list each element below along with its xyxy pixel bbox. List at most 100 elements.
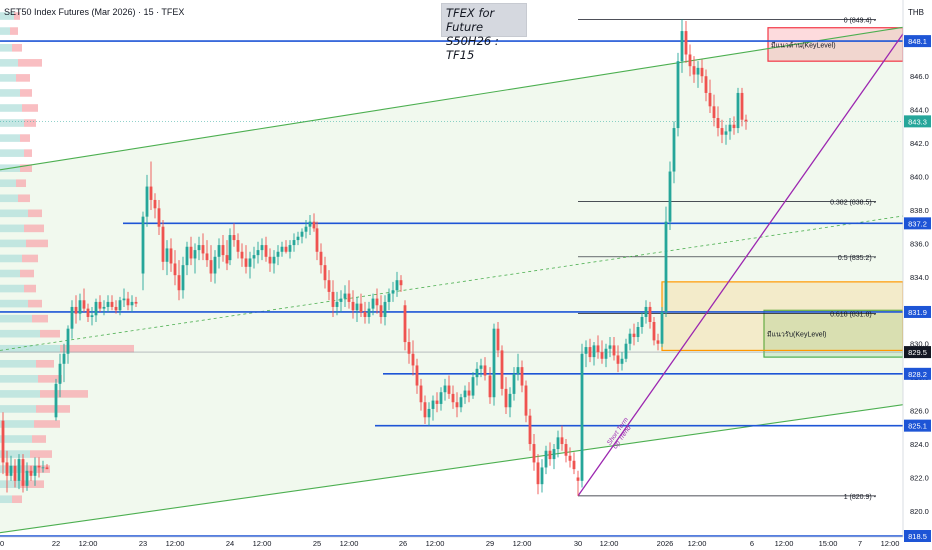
candle-body	[640, 316, 644, 328]
volume-bar-down	[22, 104, 38, 112]
candle-body	[327, 280, 331, 292]
candle-body	[411, 353, 415, 366]
candle-body	[636, 327, 640, 338]
candle-body	[399, 280, 403, 286]
candle-body	[221, 245, 225, 256]
volume-bar-down	[20, 480, 44, 488]
candle-body	[500, 350, 504, 389]
volume-bar-down	[20, 89, 32, 97]
resistance-zone	[767, 27, 904, 62]
candle-body	[568, 455, 572, 461]
candle-body	[232, 235, 236, 241]
y-tick-label: 830.0	[910, 340, 929, 349]
candle-body	[122, 298, 126, 301]
volume-bar-up	[0, 59, 18, 67]
candle-body	[415, 365, 419, 386]
candle-body	[74, 306, 78, 314]
volume-bar-up	[0, 465, 26, 473]
candle-body	[141, 216, 145, 274]
candle-body	[130, 301, 134, 306]
candles-layer	[1, 19, 748, 496]
volume-bar-down	[34, 420, 60, 428]
candle-body	[78, 300, 82, 314]
candle-body	[395, 280, 399, 291]
volume-bar-down	[38, 375, 62, 383]
candle-body	[492, 328, 496, 398]
support-zone-label: มีแนวรับ(KeyLevel)	[767, 331, 827, 339]
candle-body	[308, 221, 312, 227]
candle-body	[720, 128, 724, 135]
channel-mid-line	[0, 215, 904, 351]
candle-body	[236, 240, 240, 252]
y-tick-label: 826.0	[910, 407, 929, 416]
candle-body	[431, 400, 435, 409]
candle-body	[5, 462, 9, 476]
candle-body	[355, 303, 359, 311]
candle-body	[1, 420, 5, 463]
volume-bar-up	[0, 179, 16, 188]
candle-body	[118, 300, 122, 311]
title-line-1: TFEX for Future	[446, 6, 495, 34]
candle-body	[189, 246, 193, 259]
candle-body	[288, 245, 292, 252]
volume-bar-up	[0, 435, 32, 443]
volume-bar-down	[40, 329, 60, 338]
candle-body	[648, 306, 652, 322]
candle-body	[248, 258, 252, 267]
candle-body	[331, 291, 335, 307]
candle-body	[70, 306, 74, 329]
candle-body	[351, 301, 355, 311]
drawings-layer	[0, 0, 928, 537]
volume-bar-up	[0, 239, 26, 248]
key-level-badge-label: 825.1	[908, 422, 927, 431]
volume-bar-down	[40, 390, 88, 398]
candle-body	[459, 397, 463, 408]
key-level-badge-label: 848.1	[908, 37, 927, 46]
candle-body	[359, 303, 363, 312]
candle-body	[447, 385, 451, 394]
candle-body	[600, 352, 604, 359]
x-tick-label: 7	[858, 539, 862, 548]
candle-body	[508, 393, 512, 408]
candle-body	[532, 444, 536, 463]
volume-bar-down	[60, 344, 134, 353]
candle-body	[652, 321, 656, 341]
candle-body	[483, 365, 487, 376]
candle-body	[439, 392, 443, 404]
key-level-badge-label: 818.5	[908, 532, 927, 541]
x-tick-label: 15:00	[819, 539, 838, 548]
volume-bar-down	[26, 465, 50, 473]
candle-body	[284, 246, 288, 252]
time-axis-bg	[0, 537, 932, 550]
candle-body	[688, 54, 692, 67]
candle-body	[712, 106, 716, 119]
candle-body	[98, 301, 102, 309]
candle-body	[86, 308, 90, 317]
candle-body	[240, 251, 244, 259]
x-tick-label: 12:00	[340, 539, 359, 548]
candle-body	[696, 67, 700, 75]
volume-bar-down	[16, 74, 30, 82]
x-tick-label: 12:00	[426, 539, 445, 548]
volume-bar-down	[36, 359, 54, 368]
candle-body	[516, 367, 520, 374]
volume-bar-down	[12, 495, 22, 504]
candle-body	[264, 245, 268, 257]
candle-body	[375, 298, 379, 306]
candle-body	[632, 333, 636, 338]
candle-body	[33, 465, 37, 476]
volume-bar-up	[0, 74, 16, 82]
last-price-badge	[904, 115, 931, 128]
volume-bar-up	[0, 314, 32, 323]
candle-body	[391, 290, 395, 294]
candle-body	[280, 246, 284, 252]
candle-body	[205, 253, 209, 261]
symbol-header[interactable]: SET50 Index Futures (Mar 2026) · 15 · TF…	[4, 7, 185, 17]
volume-bar-up	[0, 390, 40, 398]
x-tick-label: 20	[0, 539, 4, 548]
candle-body	[244, 258, 248, 267]
candle-body	[153, 199, 157, 209]
candle-body	[443, 385, 447, 393]
candle-body	[296, 236, 300, 241]
